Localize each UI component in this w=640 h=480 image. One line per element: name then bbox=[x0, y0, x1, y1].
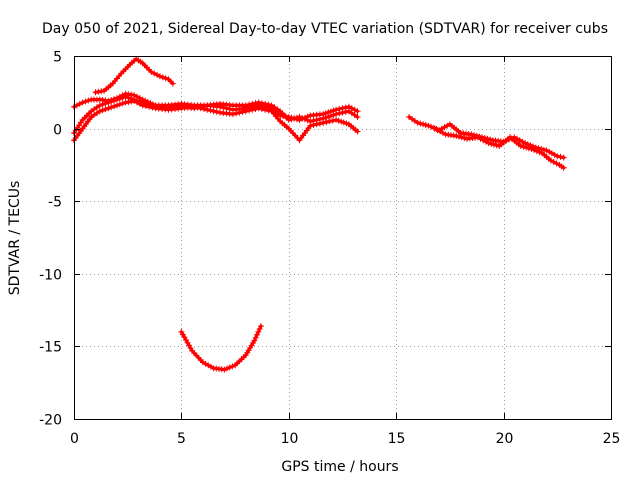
data-series-group bbox=[71, 55, 567, 373]
series-point-markers bbox=[92, 55, 176, 96]
x-tick-label: 10 bbox=[281, 431, 299, 447]
x-axis-label: GPS time / hours bbox=[281, 459, 398, 475]
y-tick-label: 0 bbox=[53, 123, 62, 139]
axis-ticks: 0 5 10 15 20 25 5 0 -5 -10 -15 -20 bbox=[39, 50, 620, 448]
x-tick-label: 0 bbox=[70, 431, 79, 447]
data-series-arc-5 bbox=[178, 323, 264, 373]
y-tick-label: 5 bbox=[53, 50, 62, 66]
y-tick-label: -20 bbox=[39, 413, 62, 429]
series-point-markers bbox=[178, 323, 264, 373]
y-tick-label: -15 bbox=[39, 340, 62, 356]
y-tick-label: -10 bbox=[39, 268, 62, 284]
x-tick-label: 25 bbox=[603, 431, 621, 447]
y-axis-label: SDTVAR / TECUs bbox=[7, 181, 23, 296]
x-tick-label: 15 bbox=[388, 431, 406, 447]
x-tick-label: 20 bbox=[496, 431, 514, 447]
data-series-arc-7 bbox=[431, 125, 567, 171]
y-tick-label: -5 bbox=[48, 195, 62, 211]
data-series-arc-4 bbox=[92, 55, 176, 96]
plot-frame bbox=[74, 56, 612, 420]
chart-title: Day 050 of 2021, Sidereal Day-to-day VTE… bbox=[42, 21, 608, 37]
x-tick-label: 5 bbox=[177, 431, 186, 447]
series-point-markers bbox=[431, 125, 567, 171]
